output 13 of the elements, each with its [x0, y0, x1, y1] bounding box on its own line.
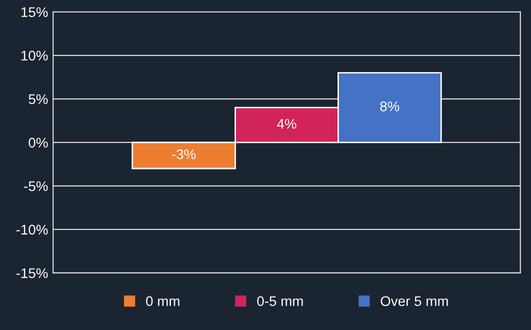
y-tick-label: -5%: [24, 181, 48, 192]
data-label: -3%: [172, 149, 196, 160]
data-label: 8%: [380, 101, 400, 112]
y-tick-label: -10%: [16, 224, 48, 235]
data-label: 4%: [277, 118, 296, 129]
legend-label: 0 mm: [146, 296, 180, 306]
legend-label: Over 5 mm: [380, 296, 448, 306]
y-tick-label: -15%: [16, 268, 48, 278]
y-tick-label: 15%: [22, 7, 48, 18]
legend-label: 0-5 mm: [257, 296, 303, 306]
y-tick-label: 10%: [22, 50, 48, 61]
y-tick-label: 5%: [28, 94, 48, 104]
y-tick-label: 0%: [28, 138, 48, 148]
